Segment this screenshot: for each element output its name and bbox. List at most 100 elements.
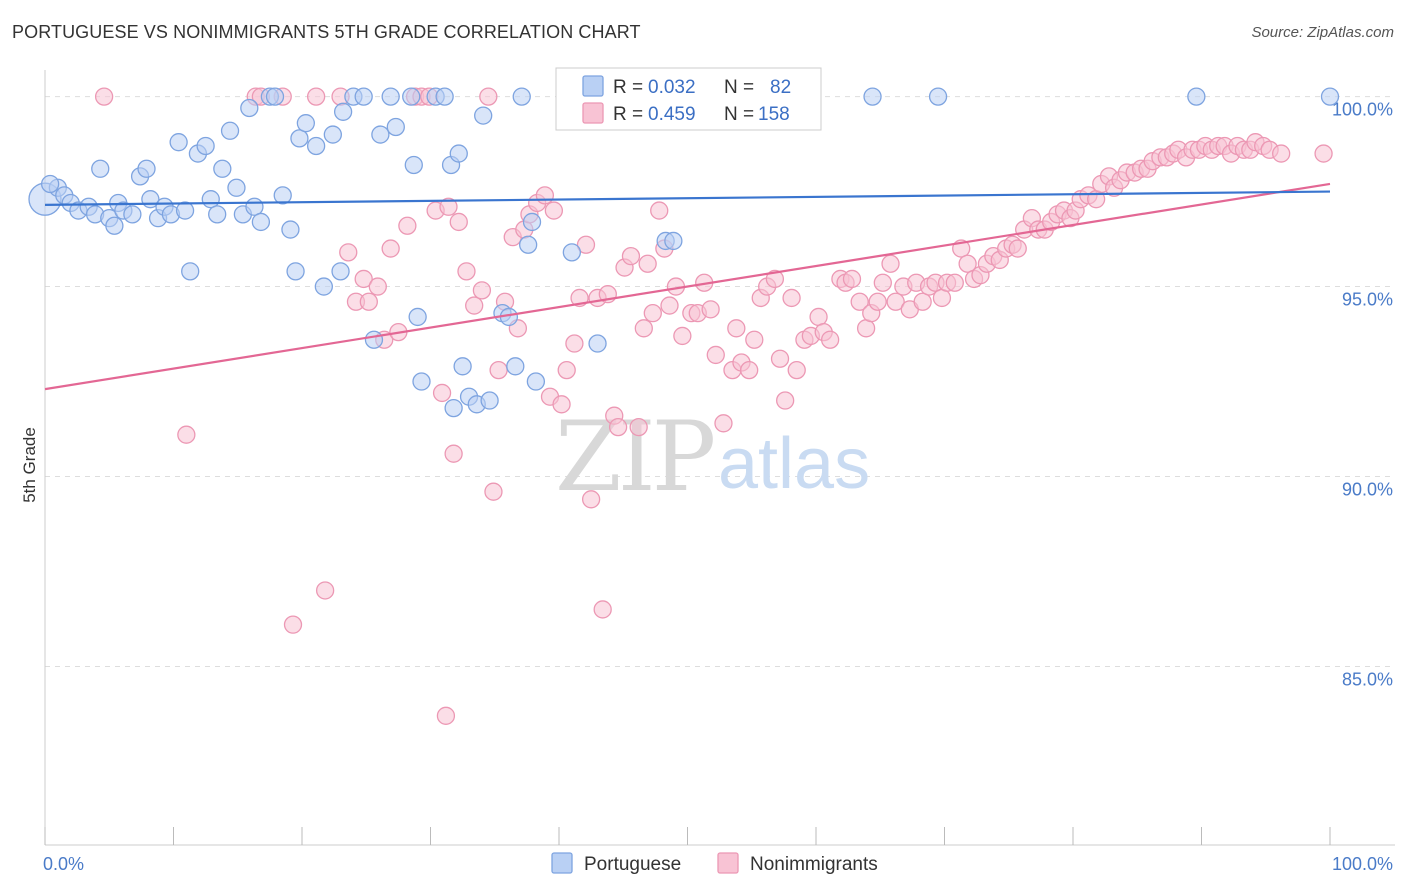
portuguese-point — [91, 159, 110, 178]
portuguese-point — [123, 205, 142, 224]
portuguese-point — [314, 277, 333, 296]
legend-swatch-nonimmigrants — [582, 102, 604, 124]
portuguese-point — [105, 216, 124, 235]
portuguese-point — [354, 87, 373, 106]
series-legend: Portuguese Nonimmigrants — [551, 852, 878, 875]
nonimmigrants-point — [727, 319, 746, 338]
nonimmigrants-point — [565, 334, 584, 353]
nonimmigrants-point — [381, 239, 400, 258]
watermark-atlas: atlas — [718, 424, 870, 504]
legend-n-value: 82 — [770, 77, 791, 98]
portuguese-point — [453, 357, 472, 376]
portuguese-point — [333, 102, 353, 121]
portuguese-point — [404, 155, 423, 175]
nonimmigrants-point — [787, 360, 806, 380]
nonimmigrants-point — [650, 201, 669, 220]
portuguese-point — [474, 106, 493, 125]
legend-r-label: R = — [613, 77, 643, 98]
portuguese-point — [480, 391, 499, 410]
nonimmigrants-points — [94, 87, 1333, 725]
portuguese-point — [286, 262, 305, 281]
portuguese-point — [526, 372, 546, 391]
portuguese-point — [265, 87, 285, 106]
portuguese-point — [588, 334, 607, 353]
nonimmigrants-point — [873, 273, 892, 292]
nonimmigrants-point — [449, 212, 468, 232]
y-tick-label: 95.0% — [1342, 290, 1393, 310]
nonimmigrants-point — [850, 292, 869, 311]
portuguese-point — [364, 330, 384, 349]
legend-n-label: N = — [724, 104, 754, 125]
nonimmigrants-point — [958, 254, 977, 273]
nonimmigrants-point — [673, 326, 692, 346]
nonimmigrants-point — [359, 292, 378, 311]
nonimmigrants-point — [782, 288, 801, 308]
nonimmigrants-point — [621, 247, 641, 266]
portuguese-point — [323, 125, 342, 144]
nonimmigrants-point — [593, 600, 612, 619]
nonimmigrants-point — [1272, 144, 1291, 163]
portuguese-point — [175, 201, 195, 220]
portuguese-point — [863, 87, 882, 106]
nonimmigrants-point — [740, 360, 759, 380]
portuguese-point — [928, 87, 948, 106]
legend-r-label: R = — [613, 104, 643, 125]
nonimmigrants-point — [439, 197, 458, 216]
nonimmigrants-point — [177, 425, 196, 444]
nonimmigrants-point — [770, 349, 790, 368]
legend-label-portuguese: Portuguese — [584, 854, 681, 875]
portuguese-trend-line — [44, 190, 1331, 206]
chart-title: PORTUGUESE VS NONIMMIGRANTS 5TH GRADE CO… — [12, 22, 641, 42]
nonimmigrants-point — [544, 201, 564, 220]
nonimmigrants-point — [489, 360, 508, 380]
source-credit: Source: ZipAtlas.com — [1251, 24, 1394, 41]
nonimmigrants-point — [436, 706, 456, 725]
nonimmigrants-point — [1008, 239, 1027, 258]
axes — [44, 70, 1395, 846]
portuguese-point — [220, 121, 240, 140]
legend-swatch-portuguese — [582, 75, 604, 97]
portuguese-point — [290, 129, 309, 148]
nonimmigrants-point — [432, 383, 452, 403]
nonimmigrants-point — [856, 319, 876, 338]
y-tick-labels: 85.0% 90.0% 95.0% 100.0% — [1332, 100, 1393, 690]
nonimmigrants-point — [638, 254, 657, 273]
nonimmigrants-point — [306, 87, 326, 106]
legend-swatch-nonimmigrants — [717, 852, 739, 874]
y-tick-label: 90.0% — [1342, 479, 1393, 499]
portuguese-point — [169, 133, 188, 152]
y-tick-label: 85.0% — [1342, 669, 1393, 689]
nonimmigrants-point — [765, 269, 785, 289]
portuguese-point — [273, 186, 292, 205]
portuguese-point — [444, 398, 463, 418]
x-tick-label: 100.0% — [1332, 854, 1393, 874]
stats-legend: R = 0.032 N = 82 R = 0.459 N = 158 — [555, 67, 822, 131]
portuguese-point — [137, 159, 156, 178]
portuguese-point — [331, 262, 350, 281]
portuguese-point — [227, 178, 246, 197]
portuguese-point — [201, 190, 220, 209]
nonimmigrants-point — [913, 292, 932, 311]
y-tick-label: 100.0% — [1332, 100, 1393, 120]
nonimmigrants-point — [472, 281, 492, 300]
nonimmigrants-point — [557, 360, 576, 380]
nonimmigrants-point — [660, 296, 679, 315]
nonimmigrants-point — [576, 235, 596, 254]
nonimmigrants-point — [776, 391, 795, 410]
trend-lines — [44, 182, 1331, 391]
nonimmigrants-point — [1314, 144, 1333, 163]
nonimmigrants-point — [608, 417, 628, 437]
nonimmigrants-point — [629, 417, 648, 437]
nonimmigrants-point — [315, 581, 335, 600]
x-tick-labels: 0.0% 100.0% — [43, 854, 1393, 874]
watermark-zip: ZIP — [555, 401, 714, 513]
nonimmigrants-point — [479, 87, 498, 106]
portuguese-point — [306, 136, 326, 156]
portuguese-point — [506, 357, 525, 376]
nonimmigrants-point — [368, 277, 387, 296]
portuguese-point — [371, 125, 390, 144]
nonimmigrants-point — [745, 330, 764, 349]
y-axis-label: 5th Grade — [20, 427, 39, 503]
nonimmigrants-point — [552, 395, 571, 414]
